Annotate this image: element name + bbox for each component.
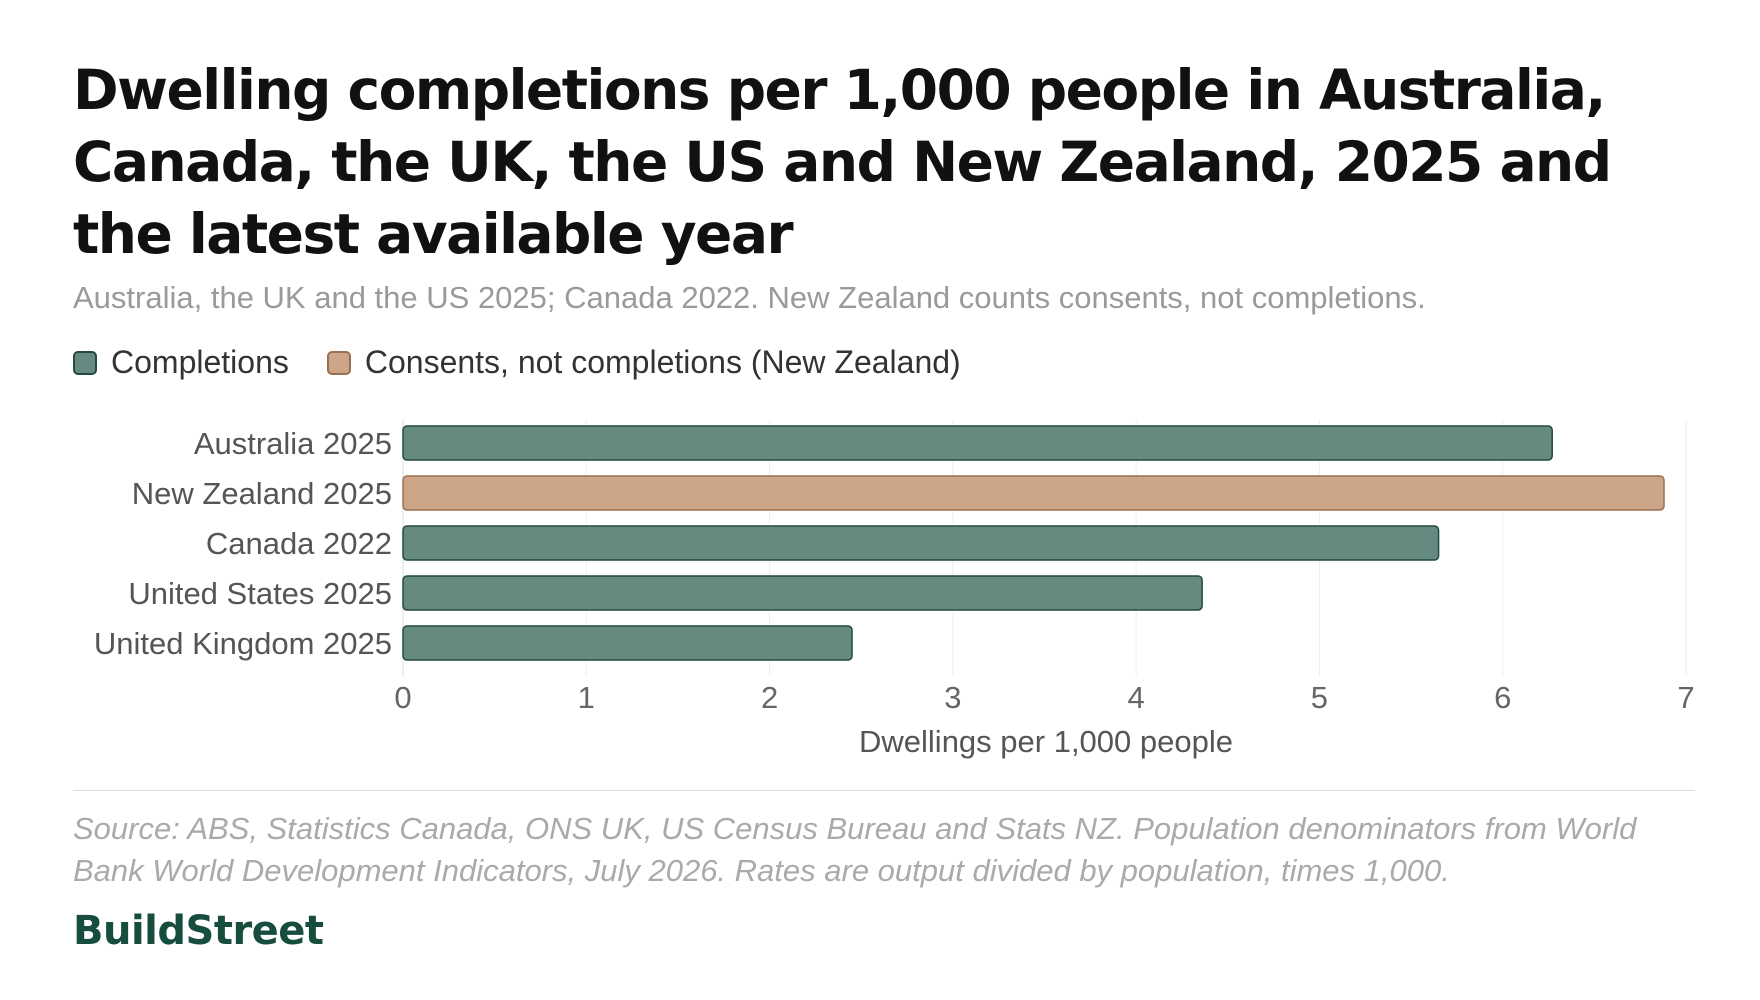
bar-united-kingdom-2025	[402, 625, 853, 661]
x-tick-labels: 0 1 2 3 4 5 6 7	[394, 680, 1694, 715]
brand-logo: BuildStreet	[73, 908, 324, 954]
category-labels: Australia 2025 New Zealand 2025 Canada 202…	[94, 426, 392, 661]
bar-chart: Australia 2025 New Zealand 2025 Canada 202…	[94, 420, 1695, 759]
category-label: Canada 2022	[206, 526, 392, 561]
legend-swatch-completions	[73, 350, 97, 375]
legend-label-completions: Completions	[111, 344, 289, 380]
x-tick-label: 2	[761, 680, 778, 715]
bar-australia-2025	[402, 425, 1553, 461]
x-tick-label: 3	[944, 680, 961, 715]
legend-swatch-consents	[326, 350, 351, 375]
category-label: Australia 2025	[194, 426, 392, 461]
bar-new-zealand-2025	[402, 475, 1665, 511]
legend-item-completions: Completions	[73, 344, 289, 381]
chart-title: Dwelling completions per 1,000 people in…	[73, 58, 1612, 266]
x-tick-label: 1	[578, 680, 595, 715]
source-note: Source: ABS, Statistics Canada, ONS UK, …	[73, 811, 1637, 888]
legend-label-consents: Consents, not completions (New Zealand)	[364, 344, 961, 380]
bars	[402, 425, 1665, 661]
bar-united-states-2025	[402, 575, 1203, 611]
x-tick-label: 4	[1128, 680, 1145, 715]
chart-subtitle: Australia, the UK and the US 2025; Canad…	[73, 280, 1426, 315]
x-tick-label: 0	[394, 680, 411, 715]
x-axis-label: Dwellings per 1,000 people	[859, 724, 1233, 759]
legend-item-consents: Consents, not completions (New Zealand)	[326, 344, 961, 381]
x-tick-label: 7	[1677, 680, 1694, 715]
category-label: United Kingdom 2025	[94, 626, 392, 661]
category-label: United States 2025	[128, 576, 392, 611]
bar-canada-2022	[402, 525, 1440, 561]
category-label: New Zealand 2025	[132, 476, 392, 511]
x-tick-label: 5	[1311, 680, 1328, 715]
divider	[73, 790, 1695, 791]
legend: Completions Consents, not completions (N…	[73, 344, 999, 381]
x-tick-label: 6	[1494, 680, 1511, 715]
